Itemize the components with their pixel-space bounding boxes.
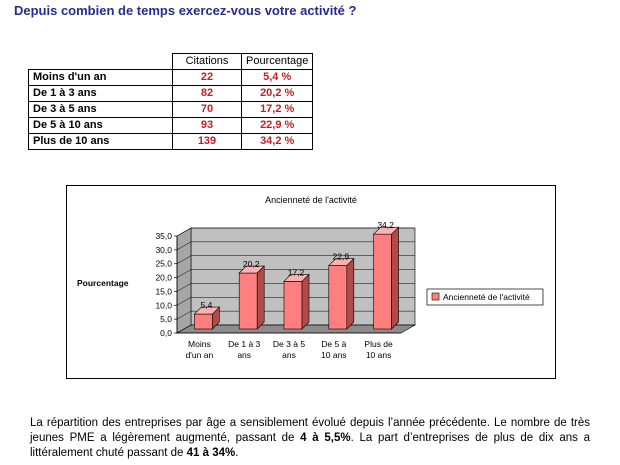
bar-chart: Ancienneté de l'activité 0,0 5,0 10,0 15,0 20… [77,195,544,360]
grid-line-side [176,297,192,306]
header-pourcentage: Pourcentage [240,53,314,70]
y-tick-label: 35,0 [155,231,172,241]
x-tick-label: ans [237,350,251,360]
x-tick-label: Plus de [364,339,393,349]
data-label: 5,4 [200,300,212,310]
y-tick-label: 15,0 [155,286,172,296]
row-pourcentage: 17,2 % [240,101,314,118]
row-label: Plus de 10 ans [28,133,173,150]
data-label: 22,9 [333,252,350,262]
y-tick-label: 5,0 [160,314,172,324]
table-header-row: Citations Pourcentage [28,53,314,70]
x-tick-label: De 5 à [321,339,346,349]
x-tick-label: Moins [188,339,211,349]
bar [194,313,213,330]
grid-line-side [176,227,192,237]
data-label: 34,2 [377,220,394,230]
row-pourcentage: 22,9 % [240,117,314,134]
chart-frame: Ancienneté de l'activité 0,0 5,0 10,0 15,0 20… [66,185,556,379]
data-label: 20,2 [243,259,260,269]
grid-line-side [176,269,192,278]
x-tick-label: De 3 à 5 [273,339,305,349]
table-row: Plus de 10 ans 139 34,2 % [28,133,314,150]
bar-side [346,257,355,330]
y-tick-label: 25,0 [155,259,172,269]
row-citations: 139 [172,133,242,150]
bar-side [391,226,399,330]
grid-line-side [176,283,192,292]
paragraph-text-3: . [235,447,239,459]
x-tick-label: 10 ans [321,350,347,360]
bar [328,265,348,330]
row-pourcentage: 20,2 % [240,85,314,102]
paragraph-highlight-2: 41 à 34% [186,447,236,459]
y-tick-label: 30,0 [155,245,172,255]
table-row: De 3 à 5 ans 70 17,2 % [28,101,314,118]
bar-side [301,273,310,330]
row-label: De 3 à 5 ans [28,101,173,118]
chart-side-wall [176,227,192,334]
chart-title: Ancienneté de l'activité [265,195,357,205]
page-title: Depuis combien de temps exercez-vous vot… [14,3,357,18]
bar [283,281,303,330]
y-tick-label: 20,0 [155,273,172,283]
bar-top [328,258,355,266]
row-pourcentage: 5,4 % [240,69,314,86]
paragraph-text-1: La répartition des entreprises par âge a… [30,417,590,444]
legend-swatch [431,292,440,301]
table-row: De 5 à 10 ans 93 22,9 % [28,117,314,134]
grid-line-side [176,255,192,264]
bar-top [283,274,310,282]
bar [373,233,392,330]
x-tick-label: De 1 à 3 [228,339,260,349]
row-label: Moins d'un an [28,69,173,86]
bar-side [256,265,265,330]
y-tick-label: 0,0 [160,328,172,338]
bar-top [193,306,221,315]
table-row: Moins d'un an 22 5,4 % [28,69,314,86]
x-tick-label: d'un an [186,350,214,360]
row-citations: 93 [172,117,242,134]
header-citations: Citations [172,53,242,70]
legend-label: Ancienneté de l'activité [443,292,530,302]
bar [238,272,258,330]
y-tick-label: 10,0 [155,300,172,310]
paragraph-highlight-1: 4 à 5,5% [300,432,351,444]
row-label: De 1 à 3 ans [28,85,173,102]
row-label: De 5 à 10 ans [28,117,173,134]
y-axis-label: Pourcentage [77,278,129,288]
data-label: 17,2 [288,267,305,277]
row-pourcentage: 34,2 % [240,133,314,150]
legend-box [426,288,544,306]
row-citations: 82 [172,85,242,102]
paragraph-text-2: . La part d’entreprises de plus de dix a… [30,432,590,459]
grid-line-side [176,324,192,334]
stats-table: Citations Pourcentage Moins d'un an 22 5… [28,53,314,150]
table-corner [28,53,173,70]
x-tick-label: 10 ans [366,350,392,360]
bar-top [238,265,265,274]
grid-line-side [176,241,192,251]
row-citations: 22 [172,69,242,86]
x-tick-label: ans [282,350,296,360]
grid-line-side [176,310,192,320]
row-citations: 70 [172,101,242,118]
summary-paragraph: La répartition des entreprises par âge a… [30,416,590,461]
table-row: De 1 à 3 ans 82 20,2 % [28,85,314,102]
bar-top [372,226,400,235]
